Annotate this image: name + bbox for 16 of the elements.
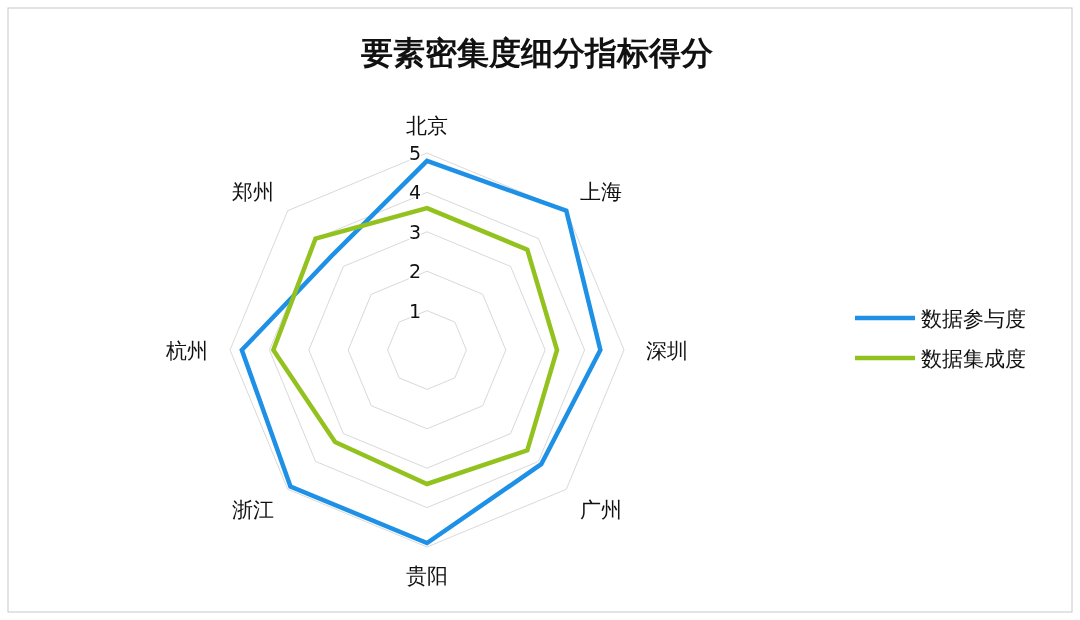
spoke-label: 浙江 — [232, 497, 275, 522]
legend-label: 数据集成度 — [921, 347, 1026, 371]
spoke-label: 贵阳 — [406, 563, 448, 588]
spoke-label: 广州 — [579, 497, 622, 522]
y-tick-label: 3 — [408, 220, 422, 243]
spoke-label: 杭州 — [165, 339, 209, 363]
legend-label: 数据参与度 — [921, 307, 1026, 331]
spoke-label: 郑州 — [232, 180, 275, 205]
spoke-label: 上海 — [579, 180, 622, 205]
y-tick-label: 4 — [408, 181, 422, 204]
y-tick-label: 5 — [408, 142, 422, 164]
y-tick-label: 1 — [408, 299, 422, 322]
spoke-label: 北京 — [406, 114, 448, 139]
spoke-label: 深圳 — [645, 339, 688, 363]
y-tick-label: 2 — [408, 260, 422, 283]
chart-title: 要素密集度细分指标得分 — [361, 34, 713, 72]
